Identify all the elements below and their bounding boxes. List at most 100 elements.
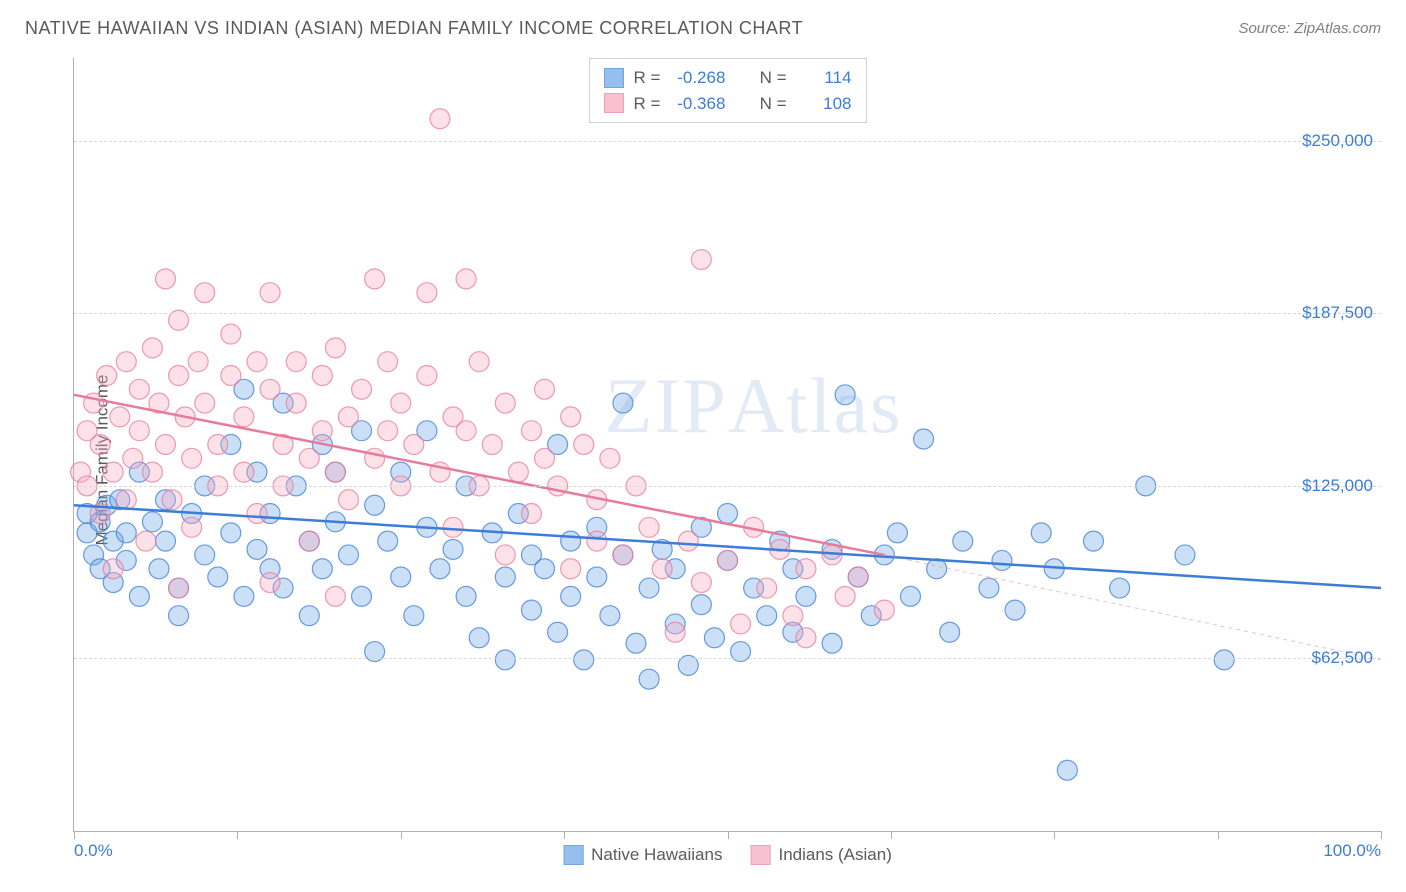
scatter-point xyxy=(587,531,607,551)
scatter-point xyxy=(325,462,345,482)
scatter-point xyxy=(195,283,215,303)
scatter-point xyxy=(90,435,110,455)
scatter-point xyxy=(221,324,241,344)
scatter-point xyxy=(587,567,607,587)
scatter-point xyxy=(561,586,581,606)
scatter-point xyxy=(129,379,149,399)
stats-legend-box: R = -0.268 N = 114R = -0.368 N = 108 xyxy=(588,58,866,123)
scatter-point xyxy=(430,109,450,129)
scatter-point xyxy=(378,421,398,441)
scatter-point xyxy=(365,448,385,468)
trend-line-dashed xyxy=(884,555,1381,660)
scatter-point xyxy=(221,365,241,385)
scatter-point xyxy=(208,435,228,455)
scatter-point xyxy=(613,545,633,565)
scatter-point xyxy=(639,578,659,598)
scatter-point xyxy=(221,523,241,543)
x-tick-label: 100.0% xyxy=(1323,841,1381,861)
scatter-point xyxy=(103,559,123,579)
scatter-point xyxy=(561,407,581,427)
scatter-point xyxy=(116,352,136,372)
scatter-point xyxy=(561,531,581,551)
scatter-point xyxy=(155,269,175,289)
scatter-point xyxy=(169,578,189,598)
scatter-point xyxy=(338,490,358,510)
scatter-point xyxy=(299,531,319,551)
scatter-point xyxy=(247,352,267,372)
scatter-point xyxy=(600,606,620,626)
scatter-point xyxy=(456,586,476,606)
scatter-point xyxy=(97,365,117,385)
scatter-point xyxy=(195,393,215,413)
scatter-point xyxy=(129,421,149,441)
scatter-point xyxy=(1175,545,1195,565)
scatter-point xyxy=(1057,760,1077,780)
scatter-point xyxy=(1031,523,1051,543)
scatter-point xyxy=(195,545,215,565)
y-tick-label: $187,500 xyxy=(1302,303,1373,323)
scatter-point xyxy=(260,379,280,399)
scatter-point xyxy=(352,379,372,399)
scatter-point xyxy=(352,586,372,606)
scatter-point xyxy=(914,429,934,449)
scatter-point xyxy=(234,407,254,427)
legend-label: Native Hawaiians xyxy=(591,845,722,865)
y-tick-label: $250,000 xyxy=(1302,131,1373,151)
scatter-point xyxy=(874,600,894,620)
scatter-point xyxy=(247,539,267,559)
scatter-point xyxy=(247,504,267,524)
scatter-point xyxy=(561,559,581,579)
y-tick-label: $125,000 xyxy=(1302,476,1373,496)
scatter-point xyxy=(508,462,528,482)
scatter-point xyxy=(718,550,738,570)
scatter-point xyxy=(142,512,162,532)
scatter-point xyxy=(299,606,319,626)
legend-label: Indians (Asian) xyxy=(778,845,891,865)
scatter-point xyxy=(378,531,398,551)
legend-swatch xyxy=(603,93,623,113)
legend-item: Native Hawaiians xyxy=(563,845,722,865)
scatter-point xyxy=(835,385,855,405)
scatter-point xyxy=(574,435,594,455)
scatter-point xyxy=(188,352,208,372)
x-tick-label: 0.0% xyxy=(74,841,113,861)
scatter-point xyxy=(312,559,332,579)
scatter-point xyxy=(613,393,633,413)
scatter-point xyxy=(456,421,476,441)
scatter-point xyxy=(391,393,411,413)
scatter-point xyxy=(691,573,711,593)
scatter-point xyxy=(704,628,724,648)
scatter-point xyxy=(142,462,162,482)
scatter-point xyxy=(312,421,332,441)
scatter-point xyxy=(1005,600,1025,620)
scatter-point xyxy=(731,614,751,634)
scatter-point xyxy=(116,523,136,543)
scatter-point xyxy=(665,622,685,642)
scatter-point xyxy=(103,462,123,482)
scatter-point xyxy=(286,393,306,413)
scatter-point xyxy=(136,531,156,551)
chart-container: Median Family Income ZIPAtlas R = -0.268… xyxy=(25,48,1381,872)
scatter-point xyxy=(574,650,594,670)
scatter-point xyxy=(123,448,143,468)
scatter-point xyxy=(848,567,868,587)
scatter-point xyxy=(535,379,555,399)
scatter-point xyxy=(234,462,254,482)
scatter-point xyxy=(521,600,541,620)
scatter-point xyxy=(169,606,189,626)
stats-row: R = -0.268 N = 114 xyxy=(603,65,851,91)
scatter-point xyxy=(992,550,1012,570)
scatter-point xyxy=(757,606,777,626)
scatter-point xyxy=(900,586,920,606)
scatter-point xyxy=(626,633,646,653)
scatter-point xyxy=(639,669,659,689)
scatter-point xyxy=(443,517,463,537)
scatter-point xyxy=(495,567,515,587)
scatter-point xyxy=(639,517,659,537)
legend-item: Indians (Asian) xyxy=(750,845,891,865)
scatter-point xyxy=(129,586,149,606)
scatter-point xyxy=(299,448,319,468)
scatter-point xyxy=(260,573,280,593)
scatter-point xyxy=(116,490,136,510)
chart-title: NATIVE HAWAIIAN VS INDIAN (ASIAN) MEDIAN… xyxy=(25,18,803,39)
